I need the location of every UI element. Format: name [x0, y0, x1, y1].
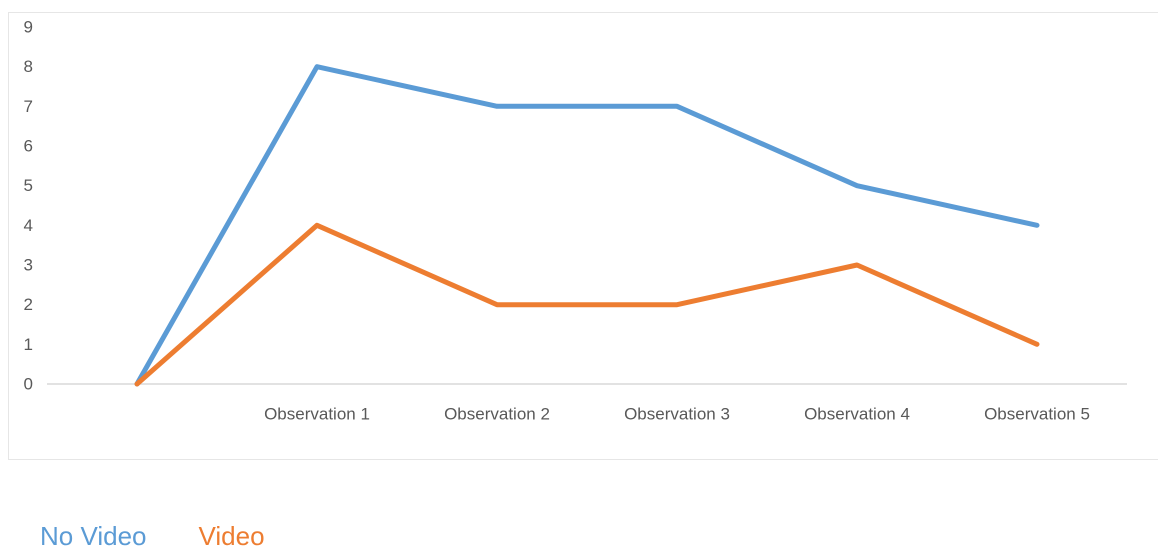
y-tick-label: 8 [24, 57, 33, 76]
legend: No Video Video [40, 518, 265, 554]
y-tick-label: 2 [24, 295, 33, 314]
series-line-video [134, 222, 1040, 387]
y-tick-label: 1 [24, 335, 33, 354]
series-line-no-video [134, 64, 1040, 387]
y-tick-label: 5 [24, 176, 33, 195]
x-tick-label: Observation 5 [984, 405, 1090, 424]
series-lines [134, 64, 1040, 387]
y-tick-label: 3 [24, 256, 33, 275]
y-tick-label: 9 [24, 18, 33, 37]
y-tick-label: 7 [24, 97, 33, 116]
y-axis-tick-labels: 0 1 2 3 4 5 6 7 8 9 [24, 18, 33, 394]
y-tick-label: 0 [24, 375, 33, 394]
legend-item-video: Video [198, 521, 265, 551]
x-tick-label: Observation 2 [444, 405, 550, 424]
legend-item-no-video: No Video [40, 521, 147, 551]
x-tick-label: Observation 3 [624, 405, 730, 424]
x-tick-label: Observation 1 [264, 405, 370, 424]
x-axis-tick-labels: Observation 1 Observation 2 Observation 3 O… [264, 405, 1090, 424]
y-tick-label: 6 [24, 137, 33, 156]
x-tick-label: Observation 4 [804, 405, 910, 424]
chart-area [8, 12, 1158, 460]
y-tick-label: 4 [24, 216, 33, 235]
